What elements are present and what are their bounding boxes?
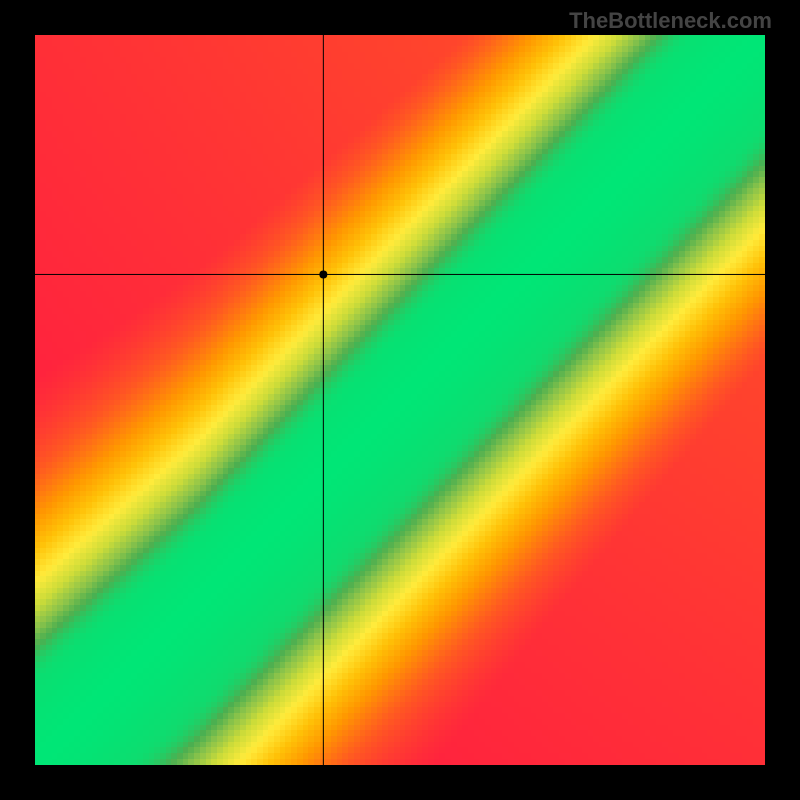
heatmap-plot <box>35 35 765 765</box>
heatmap-canvas <box>35 35 765 765</box>
watermark-text: TheBottleneck.com <box>569 8 772 34</box>
chart-container: TheBottleneck.com <box>0 0 800 800</box>
